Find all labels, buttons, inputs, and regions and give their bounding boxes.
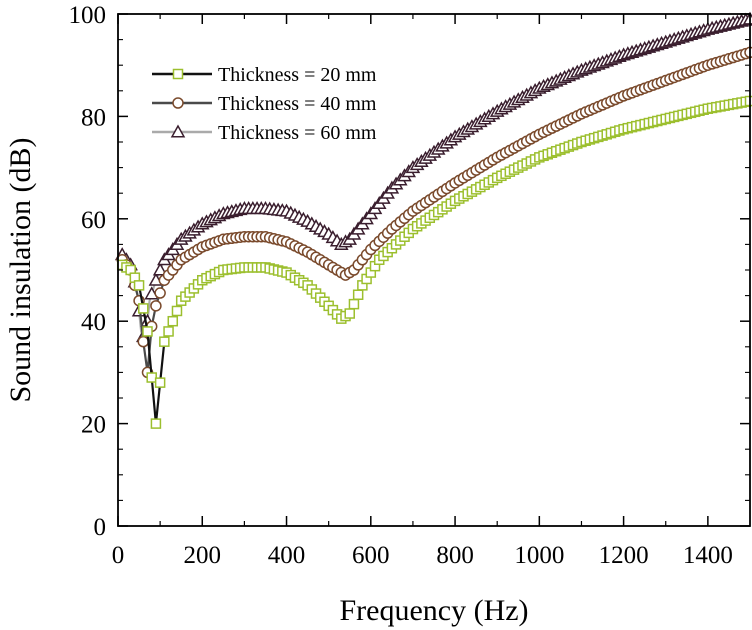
y-tick-label-80: 80 — [81, 104, 106, 131]
series-1 — [116, 95, 752, 429]
y-tick-label-60: 60 — [81, 207, 106, 234]
legend-marker-1 — [172, 68, 184, 80]
x-tick-label-0: 0 — [112, 542, 125, 569]
data-point-s1 — [352, 289, 364, 300]
legend-marker-2 — [172, 97, 184, 109]
y-tick-label-100: 100 — [69, 2, 107, 29]
data-point-s1 — [150, 418, 162, 429]
data-point-s2 — [150, 300, 162, 312]
data-point-s1 — [133, 280, 145, 291]
x-tick-label-800: 800 — [436, 542, 474, 569]
data-point-s1 — [142, 326, 153, 337]
series-line-3 — [121, 18, 751, 343]
legend-label-3: Thickness = 60 mm — [218, 122, 377, 144]
data-point-s1 — [163, 326, 174, 337]
data-point-s1 — [167, 315, 179, 327]
data-point-s1 — [171, 305, 183, 317]
x-tick-label-400: 400 — [268, 542, 306, 569]
series-3 — [114, 11, 752, 343]
data-point-s3 — [152, 262, 168, 276]
data-point-s1 — [138, 303, 149, 314]
y-tick-label-20: 20 — [81, 412, 106, 439]
data-point-s2 — [154, 287, 166, 299]
legend: Thickness = 20 mm Thickness = 40 mm Thickn… — [152, 64, 377, 144]
x-tick-label-1000: 1000 — [514, 542, 564, 569]
data-point-s2 — [744, 46, 752, 59]
data-point-s1 — [344, 308, 355, 319]
data-point-s1 — [744, 95, 752, 107]
data-point-s2 — [137, 335, 150, 348]
x-tick-label-1200: 1200 — [599, 542, 649, 569]
plot-area — [114, 11, 752, 429]
y-axis-title: Sound insulation (dB) — [4, 137, 37, 402]
legend-marker-3 — [170, 124, 186, 138]
data-point-s1 — [348, 298, 360, 310]
x-axis-title: Frequency (Hz) — [339, 594, 528, 627]
data-point-s1 — [154, 377, 166, 388]
legend-label-1: Thickness = 20 mm — [218, 64, 377, 86]
legend-label-2: Thickness = 40 mm — [218, 93, 377, 115]
x-tick-label-600: 600 — [352, 542, 390, 569]
data-point-s1 — [146, 372, 157, 383]
x-tick-label-1400: 1400 — [683, 542, 733, 569]
y-tick-label-40: 40 — [81, 309, 106, 336]
y-tick-label-0: 0 — [94, 514, 107, 541]
x-tick-label-200: 200 — [184, 542, 222, 569]
data-point-s1 — [159, 336, 170, 347]
axis-ticks: 0 200 400 600 800 1000 1200 1400 0 20 40 60 80 100 — [69, 2, 750, 569]
